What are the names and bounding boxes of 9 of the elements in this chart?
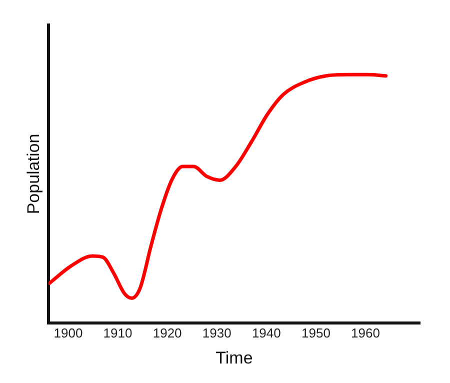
x-axis-title: Time: [216, 348, 253, 368]
x-tick-label: 1910: [103, 325, 132, 340]
x-tick-label: 1900: [54, 325, 83, 340]
x-tick-label: 1940: [252, 325, 281, 340]
x-tick-label: 1920: [152, 325, 182, 340]
y-axis-title: Population: [24, 134, 43, 214]
x-tick-label: 1960: [351, 325, 380, 340]
x-tick-label: 1930: [202, 325, 232, 340]
x-tick-label: 1950: [301, 325, 330, 340]
